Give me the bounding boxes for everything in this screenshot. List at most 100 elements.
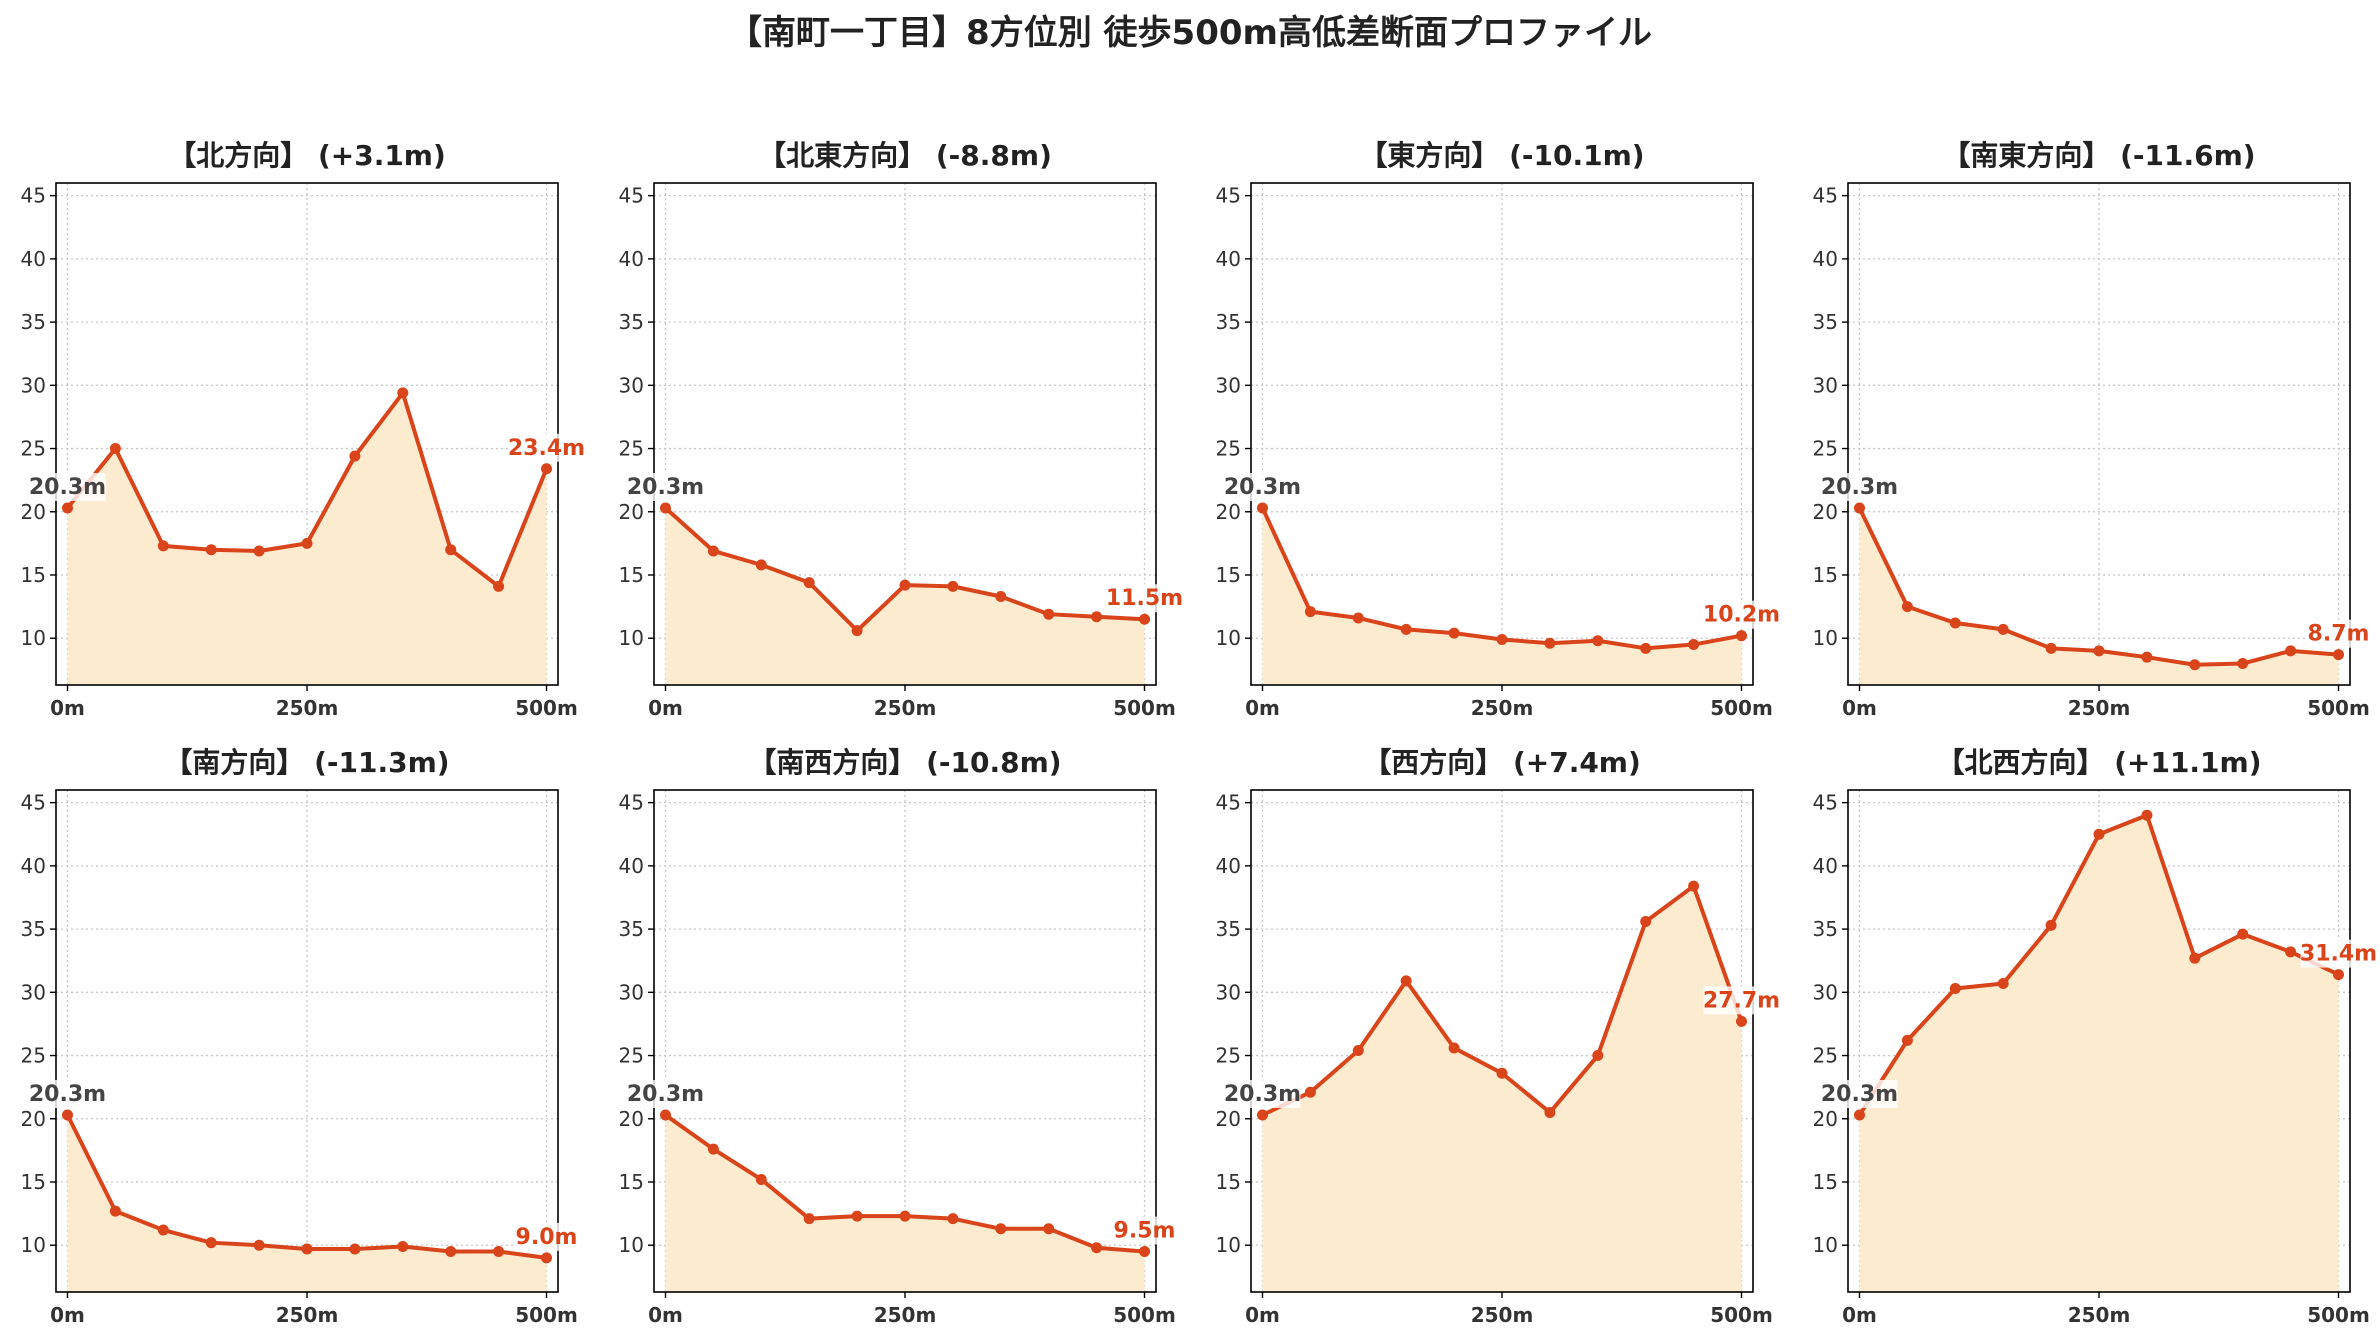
data-point bbox=[2237, 928, 2249, 940]
y-tick-label: 45 bbox=[619, 184, 644, 208]
start-label-bg bbox=[627, 1079, 704, 1108]
y-tick-label: 40 bbox=[619, 854, 644, 878]
data-point bbox=[1448, 1042, 1460, 1054]
y-tick-label: 15 bbox=[1216, 1170, 1241, 1194]
y-tick-label: 35 bbox=[1813, 917, 1838, 941]
y-tick-label: 30 bbox=[1216, 373, 1241, 397]
chart-title: 【南東方向】 (-11.6m) bbox=[1942, 139, 2255, 172]
start-label: 20.3m bbox=[627, 475, 704, 500]
data-point bbox=[803, 577, 815, 589]
y-tick-label: 25 bbox=[1216, 437, 1241, 461]
x-tick-label: 250m bbox=[2068, 1303, 2131, 1327]
y-tick-label: 40 bbox=[1216, 854, 1241, 878]
data-point bbox=[1736, 1015, 1748, 1027]
x-tick-label: 0m bbox=[1842, 1303, 1877, 1327]
y-tick-label: 40 bbox=[1813, 247, 1838, 271]
data-point bbox=[1352, 612, 1364, 624]
data-point bbox=[1091, 1242, 1103, 1254]
data-point bbox=[755, 1173, 767, 1185]
chart-panel-1: 10 15 20 25 30 35 40 45 0m 250m 500m 【北東方向】 (-8.8m)… bbox=[619, 139, 1184, 720]
data-point bbox=[301, 537, 313, 549]
data-point bbox=[2237, 658, 2249, 670]
data-point bbox=[1592, 635, 1604, 647]
start-label-bg bbox=[1821, 1079, 1898, 1108]
y-tick-label: 20 bbox=[1216, 1107, 1241, 1131]
data-point bbox=[1997, 977, 2009, 989]
data-point bbox=[1688, 880, 1700, 892]
y-tick-label: 35 bbox=[619, 917, 644, 941]
y-tick-label: 30 bbox=[21, 373, 46, 397]
x-tick-label: 500m bbox=[2307, 1303, 2370, 1327]
start-label: 20.3m bbox=[29, 475, 106, 500]
y-tick-label: 20 bbox=[1813, 500, 1838, 524]
x-tick-label: 0m bbox=[50, 1303, 85, 1327]
x-tick-label: 500m bbox=[515, 1303, 578, 1327]
x-tick-label: 0m bbox=[50, 696, 85, 720]
data-point bbox=[493, 1246, 505, 1258]
y-tick-label: 45 bbox=[21, 184, 46, 208]
data-point bbox=[445, 544, 457, 556]
y-tick-label: 15 bbox=[21, 1170, 46, 1194]
data-point bbox=[1139, 1246, 1151, 1258]
data-point bbox=[1496, 633, 1508, 645]
data-point bbox=[1448, 627, 1460, 639]
y-tick-label: 15 bbox=[619, 563, 644, 587]
y-tick-label: 25 bbox=[1216, 1044, 1241, 1068]
y-tick-label: 15 bbox=[1813, 1170, 1838, 1194]
data-point bbox=[61, 502, 73, 514]
y-tick-label: 20 bbox=[21, 500, 46, 524]
data-point bbox=[1400, 623, 1412, 635]
chart-title: 【南西方向】 (-10.8m) bbox=[748, 746, 1061, 779]
area-fill bbox=[1859, 815, 2339, 1292]
chart-title: 【東方向】 (-10.1m) bbox=[1359, 139, 1644, 172]
y-tick-label: 45 bbox=[1813, 184, 1838, 208]
y-tick-label: 20 bbox=[619, 500, 644, 524]
end-label-bg bbox=[1703, 600, 1780, 629]
data-point bbox=[899, 1210, 911, 1222]
data-point bbox=[995, 1223, 1007, 1235]
chart-panel-2: 10 15 20 25 30 35 40 45 0m 250m 500m 【東方向】 (-10.1m)… bbox=[1216, 139, 1781, 720]
x-tick-label: 500m bbox=[1113, 696, 1176, 720]
y-tick-label: 15 bbox=[21, 563, 46, 587]
y-tick-label: 25 bbox=[21, 437, 46, 461]
data-point bbox=[1043, 1223, 1055, 1235]
end-label-bg bbox=[515, 1222, 578, 1251]
data-point bbox=[803, 1213, 815, 1225]
y-tick-label: 20 bbox=[1813, 1107, 1838, 1131]
y-tick-label: 10 bbox=[1216, 626, 1241, 650]
chart-panel-5: 10 15 20 25 30 35 40 45 0m 250m 500m 【南西方向】 (-10.8m… bbox=[619, 746, 1176, 1327]
y-tick-label: 10 bbox=[1813, 1233, 1838, 1257]
y-tick-label: 35 bbox=[619, 310, 644, 334]
data-point bbox=[349, 450, 361, 462]
figure-title: 【南町一丁目】8方位別 徒歩500m高低差断面プロファイル bbox=[728, 13, 1652, 53]
y-tick-label: 45 bbox=[1216, 791, 1241, 815]
start-label-bg bbox=[1821, 472, 1898, 501]
end-label-bg bbox=[1703, 986, 1780, 1015]
end-label-bg bbox=[2300, 939, 2377, 968]
data-point bbox=[2285, 946, 2297, 958]
x-tick-label: 0m bbox=[1245, 1303, 1280, 1327]
chart-title: 【南方向】 (-11.3m) bbox=[164, 746, 449, 779]
y-tick-label: 35 bbox=[1813, 310, 1838, 334]
end-label: 11.5m bbox=[1106, 586, 1183, 611]
data-point bbox=[659, 502, 671, 514]
y-tick-label: 40 bbox=[1216, 247, 1241, 271]
x-tick-label: 0m bbox=[648, 696, 683, 720]
data-point bbox=[1853, 1109, 1865, 1121]
data-point bbox=[109, 1205, 121, 1217]
data-point bbox=[1592, 1050, 1604, 1062]
start-label-bg bbox=[29, 472, 106, 501]
y-tick-label: 10 bbox=[619, 1233, 644, 1257]
end-label: 27.7m bbox=[1703, 988, 1780, 1013]
data-point bbox=[205, 544, 217, 556]
data-point bbox=[349, 1243, 361, 1255]
y-tick-label: 30 bbox=[1813, 980, 1838, 1004]
data-point bbox=[1304, 606, 1316, 618]
data-point bbox=[755, 559, 767, 571]
y-tick-label: 30 bbox=[619, 980, 644, 1004]
start-label-bg bbox=[1224, 472, 1301, 501]
x-tick-label: 500m bbox=[1113, 1303, 1176, 1327]
start-label-bg bbox=[627, 472, 704, 501]
data-point bbox=[1496, 1067, 1508, 1079]
